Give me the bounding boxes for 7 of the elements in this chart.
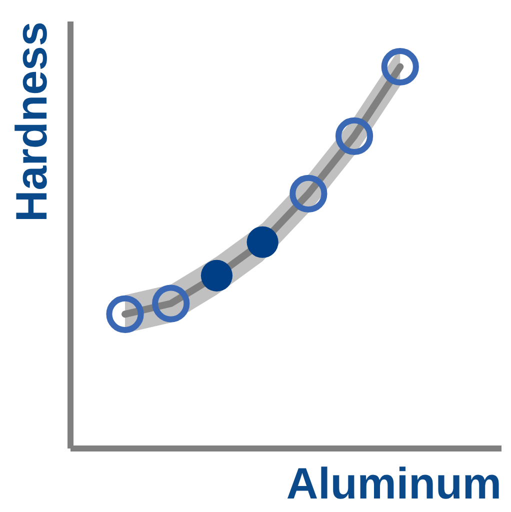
point [381, 48, 419, 86]
y-axis-title: Hardness [8, 22, 56, 222]
point [290, 174, 328, 212]
point [335, 117, 374, 155]
point [152, 284, 190, 322]
x-axis-title: Aluminum [286, 460, 502, 508]
point [106, 295, 144, 333]
